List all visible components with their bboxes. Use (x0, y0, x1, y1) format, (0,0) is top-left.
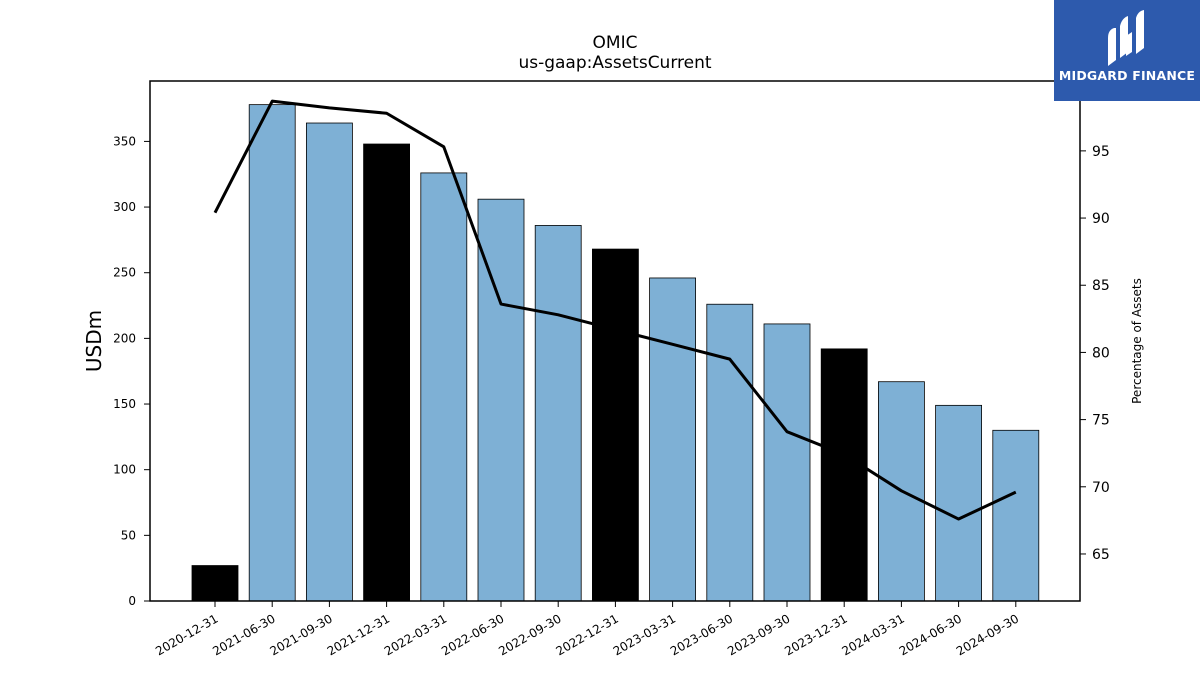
x-tick-label: 2023-03-31 (611, 611, 678, 658)
y-tick-label: 350 (113, 134, 136, 148)
bar-2021-06-30 (248, 104, 296, 602)
bar-2023-09-30 (763, 323, 811, 602)
y-axis-label-right: Percentage of Assets (1130, 278, 1144, 404)
bar-2023-12-31 (820, 348, 868, 602)
y-right-tick-label: 70 (1092, 480, 1110, 496)
x-tick-label: 2023-09-30 (725, 611, 792, 658)
x-tick-label: 2022-06-30 (439, 611, 506, 658)
x-tick-label: 2024-09-30 (954, 611, 1021, 658)
midgard-finance-logo: MIDGARD FINANCE (1054, 0, 1200, 101)
y-tick-label: 0 (128, 594, 136, 608)
logo-text: MIDGARD FINANCE (1058, 68, 1196, 83)
bar-2023-06-30 (706, 303, 754, 602)
x-tick-label: 2021-12-31 (325, 611, 392, 658)
y-tick-label: 200 (113, 331, 136, 345)
bar-2020-12-31 (191, 565, 239, 602)
bar-2023-03-31 (649, 277, 696, 602)
y-right-tick-label: 85 (1092, 278, 1110, 294)
y-axis-label-left: USDm (82, 310, 106, 372)
chart-title: OMIC (593, 33, 638, 53)
y-right-tick-label: 65 (1092, 547, 1110, 563)
chart-subtitle: us-gaap:AssetsCurrent (518, 53, 711, 73)
bar-2021-09-30 (305, 122, 353, 602)
bar-2022-12-31 (592, 248, 639, 602)
x-tick-label: 2024-06-30 (897, 611, 964, 658)
midgard-logo-icon (1108, 10, 1144, 66)
bar-2024-09-30 (992, 429, 1040, 602)
y-axis-right: 65 70 75 80 85 90 95 (1080, 144, 1110, 563)
bar-2022-09-30 (534, 225, 582, 602)
y-tick-label: 300 (113, 200, 136, 214)
y-right-tick-label: 80 (1092, 345, 1110, 361)
bar-group (191, 104, 1040, 602)
y-tick-label: 100 (113, 463, 136, 477)
percentage-line (213, 99, 1017, 521)
x-tick-label: 2023-12-31 (782, 611, 849, 658)
x-tick-label: 2020-12-31 (153, 611, 220, 658)
x-tick-label: 2023-06-30 (668, 611, 735, 658)
bar-2024-06-30 (935, 404, 982, 602)
y-right-tick-label: 75 (1092, 413, 1110, 429)
y-tick-label: 150 (113, 397, 136, 411)
x-tick-label: 2022-09-30 (496, 611, 563, 658)
x-axis: 2020-12-312021-06-302021-09-302021-12-31… (153, 601, 1021, 658)
x-tick-label: 2021-09-30 (267, 611, 334, 658)
y-tick-label: 50 (121, 528, 136, 542)
bar-2021-12-31 (363, 143, 411, 602)
line-layer (213, 99, 1017, 521)
x-tick-label: 2022-12-31 (553, 611, 620, 658)
y-right-tick-label: 95 (1092, 144, 1110, 160)
y-tick-label: 250 (113, 266, 136, 280)
y-right-tick-label: 90 (1092, 211, 1110, 227)
y-axis-left: 0 50 100 150 200 250 300 350 (113, 134, 150, 608)
x-tick-label: 2024-03-31 (839, 611, 906, 658)
x-tick-label: 2022-03-31 (382, 611, 449, 658)
x-tick-label: 2021-06-30 (210, 611, 277, 658)
bar-2022-03-31 (420, 172, 468, 602)
